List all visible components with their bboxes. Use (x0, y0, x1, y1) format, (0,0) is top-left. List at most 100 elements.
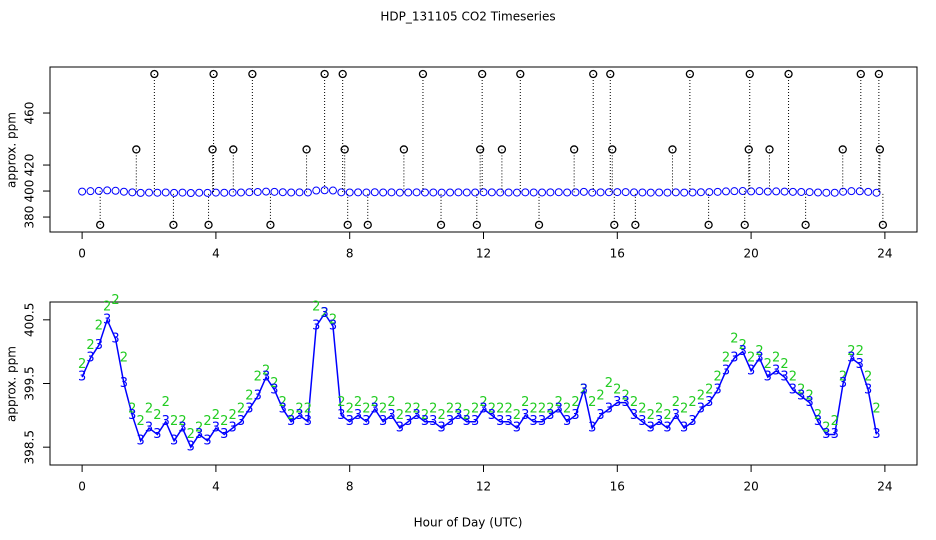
baseline-point (797, 187, 806, 196)
y-axis-label: approx. ppm (5, 346, 19, 422)
point-marker: 3 (647, 421, 655, 436)
outlier-point (589, 69, 598, 79)
outlier-point (875, 145, 885, 154)
point-marker: 2 (153, 408, 161, 423)
point-marker: 3 (755, 351, 763, 366)
point-marker: 3 (412, 408, 420, 423)
point-marker: 2 (371, 395, 379, 410)
point-marker: 3 (153, 427, 161, 442)
point-marker: 3 (228, 421, 236, 436)
x-tick-label: 4 (212, 247, 220, 261)
baseline-point (872, 188, 881, 197)
point-marker: 3 (295, 408, 303, 423)
baseline-point (412, 188, 421, 197)
point-marker: 2 (622, 389, 630, 404)
outlier-point (856, 69, 865, 79)
outlier-point (606, 69, 615, 79)
point-marker: 2 (162, 395, 170, 410)
point-marker: 3 (872, 427, 880, 442)
outlier-point (229, 145, 238, 154)
point-marker: 2 (780, 357, 788, 372)
outlier-point (497, 145, 507, 154)
baseline-point (78, 187, 87, 196)
point-marker: 2 (680, 401, 688, 416)
baseline-point (178, 188, 187, 197)
baseline-point (270, 187, 279, 196)
point-marker: 2 (471, 401, 479, 416)
point-marker: 3 (521, 408, 529, 423)
baseline-point (671, 188, 680, 197)
point-marker: 3 (622, 395, 630, 410)
point-marker: 3 (463, 414, 471, 429)
baseline-point (354, 188, 363, 197)
outlier-point (132, 145, 141, 154)
baseline-point (170, 188, 179, 197)
baseline-point (404, 188, 413, 197)
point-marker: 3 (479, 401, 487, 416)
point-marker: 2 (730, 331, 738, 346)
x-tick-label: 20 (743, 247, 758, 261)
baseline-point (420, 188, 429, 197)
baseline-point (228, 188, 237, 197)
outlier-point (569, 145, 579, 154)
point-marker: 3 (170, 433, 178, 448)
point-marker: 3 (596, 408, 604, 423)
baseline-point (395, 188, 404, 197)
point-marker: 3 (504, 414, 512, 429)
baseline-point (370, 188, 379, 197)
point-marker: 3 (86, 351, 94, 366)
baseline-point (680, 188, 689, 197)
outlier-point (838, 145, 847, 154)
point-marker: 3 (747, 363, 755, 378)
point-marker: 2 (722, 351, 730, 366)
baseline-point (688, 188, 697, 197)
point-marker: 2 (412, 401, 420, 416)
outlier-point (478, 69, 487, 79)
point-marker: 3 (262, 370, 270, 385)
point-marker: 2 (103, 300, 111, 315)
point-marker: 3 (371, 401, 379, 416)
baseline-point (86, 187, 95, 196)
point-marker: 3 (588, 421, 596, 436)
x-tick-label: 20 (743, 480, 758, 494)
point-marker: 3 (195, 427, 203, 442)
point-marker: 3 (312, 319, 320, 334)
baseline-point (362, 188, 371, 197)
x-tick-label: 16 (610, 247, 625, 261)
point-marker: 2 (847, 344, 855, 359)
point-marker: 3 (672, 408, 680, 423)
point-marker: 3 (446, 414, 454, 429)
point-marker: 2 (237, 401, 245, 416)
baseline-point (638, 188, 647, 197)
baseline-point (479, 188, 488, 197)
point-marker: 3 (805, 395, 813, 410)
baseline-point (630, 188, 639, 197)
baseline-point (145, 188, 154, 197)
point-marker: 2 (262, 363, 270, 378)
point-marker: 3 (488, 408, 496, 423)
point-marker: 2 (354, 395, 362, 410)
point-marker: 2 (530, 401, 538, 416)
point-marker: 3 (78, 370, 86, 385)
x-tick-label: 4 (212, 480, 220, 494)
point-marker: 2 (580, 382, 588, 397)
point-marker: 2 (137, 414, 145, 429)
baseline-point (747, 187, 756, 196)
baseline-point (864, 187, 873, 196)
baseline-point (696, 188, 705, 197)
baseline-point (211, 188, 220, 197)
point-marker: 3 (772, 363, 780, 378)
baseline-point (521, 188, 530, 197)
outlier-point (169, 220, 178, 229)
point-marker: 2 (304, 401, 312, 416)
x-tick-label: 0 (78, 480, 86, 494)
baseline-point (203, 188, 212, 197)
point-marker: 2 (856, 344, 864, 359)
point-marker: 2 (120, 351, 128, 366)
baseline-point (437, 188, 446, 197)
baseline-point (496, 188, 505, 197)
point-marker: 2 (672, 395, 680, 410)
point-marker: 3 (496, 414, 504, 429)
point-marker: 2 (362, 401, 370, 416)
point-marker: 2 (111, 293, 119, 308)
